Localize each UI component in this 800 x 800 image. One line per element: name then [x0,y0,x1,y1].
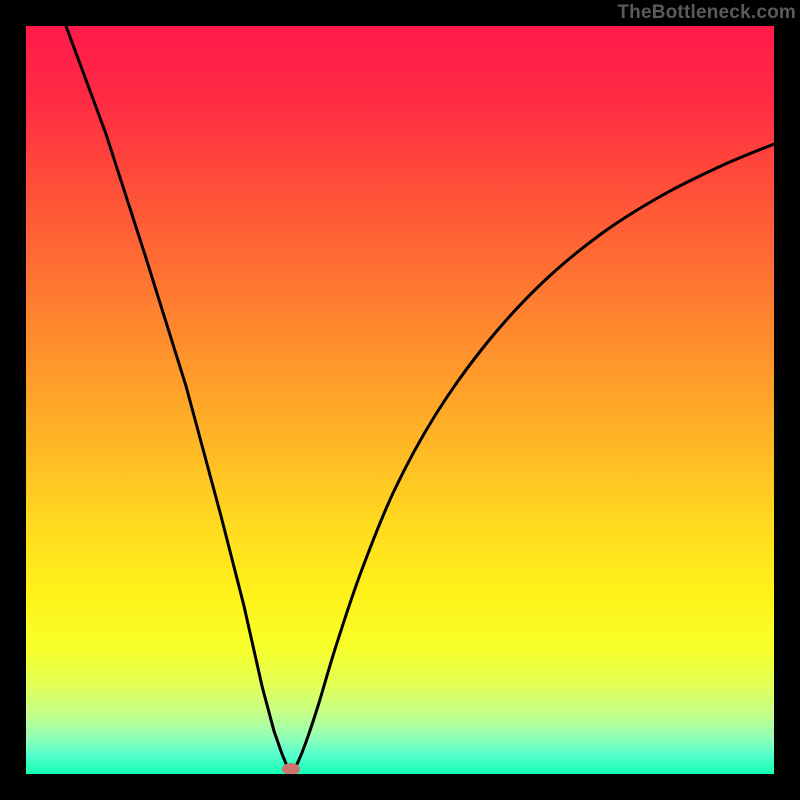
curve-right-branch [291,144,774,771]
chart-frame: TheBottleneck.com [0,0,800,800]
watermark-text: TheBottleneck.com [617,2,796,24]
bottleneck-curve [26,26,774,774]
border-right [774,0,800,800]
border-left [0,0,26,800]
plot-area [26,26,774,774]
curve-left-branch [66,26,291,771]
border-bottom [0,774,800,800]
optimum-marker [282,763,300,774]
